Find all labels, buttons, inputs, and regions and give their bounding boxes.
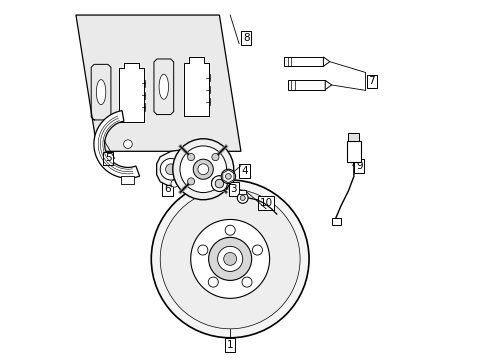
Circle shape	[186, 147, 198, 159]
Circle shape	[225, 174, 231, 179]
Bar	[348, 133, 359, 140]
Text: 2: 2	[194, 157, 201, 167]
Circle shape	[211, 176, 227, 192]
Polygon shape	[156, 149, 219, 185]
Bar	[346, 140, 360, 162]
Circle shape	[193, 159, 213, 179]
Text: 1: 1	[226, 340, 233, 350]
Circle shape	[180, 146, 226, 193]
Circle shape	[171, 180, 178, 187]
Circle shape	[198, 245, 207, 255]
Text: 3: 3	[230, 184, 237, 194]
Circle shape	[215, 179, 223, 188]
Circle shape	[237, 193, 247, 203]
Polygon shape	[325, 80, 331, 90]
Circle shape	[203, 158, 224, 180]
Circle shape	[198, 164, 208, 175]
Circle shape	[208, 237, 251, 280]
Circle shape	[190, 220, 269, 298]
Circle shape	[151, 180, 308, 338]
Polygon shape	[323, 57, 329, 66]
Text: 10: 10	[259, 198, 272, 208]
Circle shape	[221, 169, 235, 184]
Bar	[332, 218, 341, 225]
Bar	[239, 190, 246, 194]
Circle shape	[182, 155, 203, 176]
Text: 4: 4	[241, 166, 247, 176]
Circle shape	[217, 246, 242, 271]
Ellipse shape	[96, 80, 105, 105]
Bar	[121, 176, 134, 184]
Text: 5: 5	[105, 153, 111, 163]
Text: 7: 7	[368, 76, 374, 86]
Circle shape	[165, 164, 176, 175]
Polygon shape	[183, 57, 208, 116]
Circle shape	[123, 140, 132, 148]
Bar	[284, 57, 323, 66]
Ellipse shape	[159, 74, 168, 99]
Circle shape	[224, 225, 235, 235]
Polygon shape	[119, 63, 144, 122]
Polygon shape	[94, 111, 139, 178]
Circle shape	[208, 277, 218, 287]
Text: 9: 9	[355, 161, 362, 171]
Circle shape	[252, 245, 262, 255]
Circle shape	[211, 178, 219, 185]
Circle shape	[242, 277, 251, 287]
Circle shape	[187, 160, 198, 171]
Polygon shape	[76, 15, 241, 151]
Circle shape	[160, 189, 300, 329]
Circle shape	[240, 195, 244, 201]
Circle shape	[187, 153, 194, 161]
Circle shape	[172, 139, 233, 200]
Text: 6: 6	[164, 184, 170, 194]
Circle shape	[208, 164, 219, 175]
Circle shape	[211, 153, 219, 161]
Text: 8: 8	[243, 33, 249, 43]
Circle shape	[223, 252, 236, 265]
Bar	[287, 80, 325, 90]
Circle shape	[160, 158, 182, 180]
Circle shape	[187, 178, 194, 185]
Circle shape	[206, 180, 214, 187]
